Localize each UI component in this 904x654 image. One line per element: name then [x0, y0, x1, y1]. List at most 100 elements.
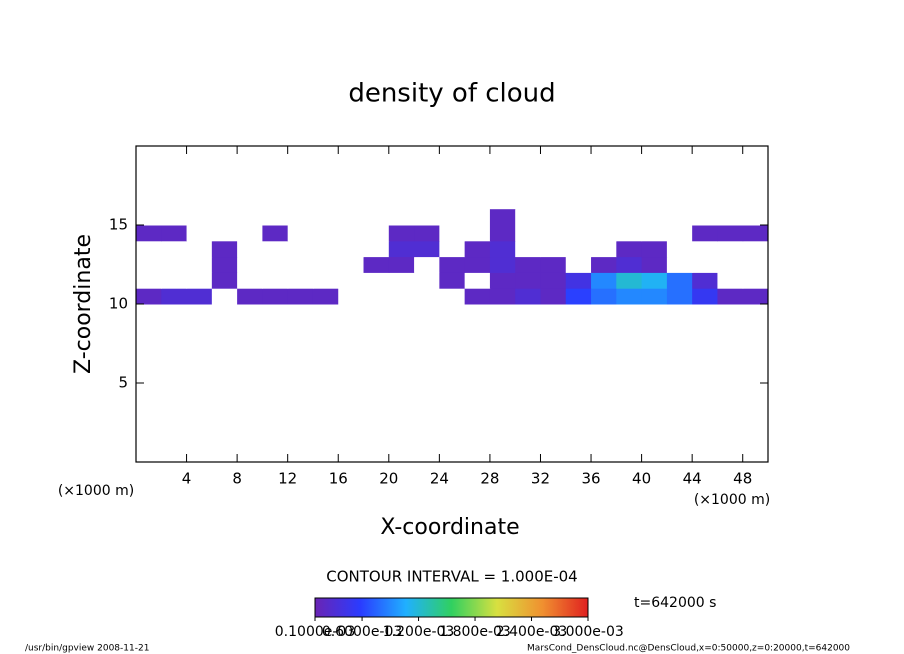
contour-cell	[136, 256, 162, 273]
contour-cell	[692, 209, 718, 226]
contour-cell	[439, 256, 466, 273]
y-tick-label: 10	[109, 295, 128, 313]
contour-cell	[136, 288, 162, 305]
contour-cell	[161, 240, 188, 258]
contour-cell	[262, 240, 289, 258]
contour-cell	[717, 256, 744, 273]
contour-cell	[312, 225, 339, 242]
contour-cell	[262, 225, 289, 242]
contour-cell	[616, 225, 643, 242]
contour-cell	[287, 256, 314, 273]
contour-cell	[641, 225, 668, 242]
contour-cell	[515, 240, 541, 258]
contour-cell	[338, 272, 365, 289]
contour-cell	[338, 240, 365, 258]
contour-cell	[464, 256, 491, 273]
contour-cell	[591, 240, 617, 258]
footer-left: /usr/bin/gpview 2008-11-21	[25, 644, 149, 654]
contour-cell	[136, 209, 162, 226]
contour-cell	[666, 288, 693, 305]
contour-cell	[363, 288, 390, 305]
contour-cell	[287, 225, 314, 242]
contour-cell	[312, 256, 339, 273]
contour-cell	[211, 256, 238, 273]
contour-cell	[489, 240, 516, 258]
contour-cell	[641, 272, 668, 289]
contour-cell	[439, 225, 466, 242]
colorbar	[314, 597, 589, 618]
contour-cell	[692, 256, 718, 273]
contour-cell	[515, 225, 541, 242]
contour-cell	[591, 288, 617, 305]
contour-cell	[186, 240, 213, 258]
contour-cell	[161, 225, 188, 242]
contour-cell	[540, 209, 567, 226]
x-tick-label: 20	[379, 470, 398, 488]
contour-cell	[464, 240, 491, 258]
contour-cell	[717, 288, 744, 305]
contour-cell	[237, 288, 263, 305]
contour-cell	[742, 256, 769, 273]
contour-cell	[161, 209, 188, 226]
contour-cell	[591, 272, 617, 289]
contour-cell	[262, 209, 289, 226]
contour-cell	[262, 256, 289, 273]
colorbar-tick-label: 1.800e-03	[439, 624, 511, 640]
contour-cell	[414, 225, 440, 242]
contour-cell	[388, 209, 415, 226]
contour-cell	[717, 225, 744, 242]
contour-cell	[641, 288, 668, 305]
x-tick-label: 12	[278, 470, 297, 488]
x-tick-label: 24	[430, 470, 449, 488]
contour-cell	[237, 272, 263, 289]
chart-title: density of cloud	[348, 79, 555, 109]
contour-cell	[237, 240, 263, 258]
contour-cell	[414, 209, 440, 226]
contour-cell	[540, 256, 567, 273]
contour-cell	[666, 256, 693, 273]
contour-cell	[464, 225, 491, 242]
contour-cell	[515, 209, 541, 226]
contour-cell	[616, 240, 643, 258]
contour-cell	[262, 272, 289, 289]
contour-cell	[742, 240, 769, 258]
contour-cell	[591, 256, 617, 273]
contour-cell	[211, 209, 238, 226]
contour-cell	[186, 256, 213, 273]
contour-cell	[616, 209, 643, 226]
contour-cell	[565, 240, 592, 258]
contour-cell	[540, 225, 567, 242]
x-tick-label: 16	[329, 470, 348, 488]
contour-cell	[237, 225, 263, 242]
contour-cell	[489, 256, 516, 273]
contour-cell	[161, 256, 188, 273]
contour-cell	[211, 240, 238, 258]
contour-interval: CONTOUR INTERVAL = 1.000E-04	[326, 568, 577, 586]
contour-cell	[161, 288, 188, 305]
x-tick-label: 40	[632, 470, 651, 488]
contour-cell	[515, 288, 541, 305]
x-tick-label: 32	[531, 470, 550, 488]
y-tick-label: 15	[109, 216, 128, 234]
contour-cell	[641, 209, 668, 226]
colorbar-tick-label: 0.6000e-03	[322, 624, 402, 640]
contour-cell	[439, 240, 466, 258]
contour-cell	[388, 240, 415, 258]
contour-cell	[489, 272, 516, 289]
contour-cell	[363, 240, 390, 258]
contour-cell	[186, 272, 213, 289]
contour-cell	[439, 272, 466, 289]
contour-cell	[515, 272, 541, 289]
time-label: t=642000 s	[634, 595, 716, 611]
contour-cell	[312, 209, 339, 226]
contour-cell	[717, 272, 744, 289]
contour-cell	[464, 288, 491, 305]
contour-cell	[742, 272, 769, 289]
contour-cell	[717, 209, 744, 226]
x-axis-label: X-coordinate	[380, 515, 519, 540]
footer-right: MarsCond_DensCloud.nc@DensCloud,x=0:5000…	[527, 644, 850, 654]
colorbar-tick-label: 2.400e-03	[496, 624, 568, 640]
contour-cell	[312, 288, 339, 305]
contour-cell	[363, 225, 390, 242]
